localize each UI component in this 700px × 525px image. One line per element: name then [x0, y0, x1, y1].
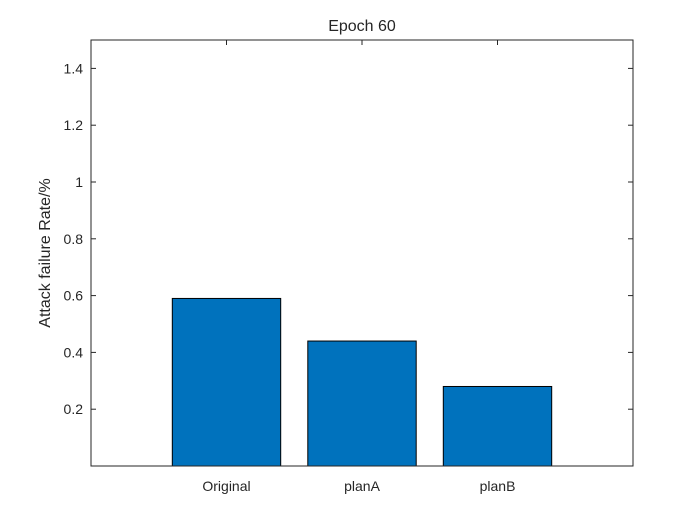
y-tick-label: 0.4 [64, 344, 84, 360]
x-tick-label: Original [202, 478, 250, 494]
bar-planb [442, 385, 553, 467]
y-tick-label: 1.2 [64, 117, 84, 133]
x-tick-label: planB [480, 478, 516, 494]
x-tick-label: planA [344, 478, 380, 494]
y-axis-label: Attack failure Rate/% [37, 178, 54, 327]
y-tick-label: 0.2 [64, 401, 84, 417]
chart-title: Epoch 60 [328, 18, 396, 35]
bar-plana [307, 340, 417, 467]
y-tick-label: 1 [75, 174, 83, 190]
y-tick-label: 0.8 [64, 231, 84, 247]
bar-original [171, 297, 282, 467]
y-tick-label: 1.4 [64, 60, 84, 76]
tick-labels: Original planA planB 0.2 0.4 0.6 0.8 1 1.2 1.4 [64, 60, 516, 494]
axes-box [90, 39, 634, 467]
bars-group [171, 297, 553, 467]
axis-ticks [91, 40, 633, 466]
y-tick-label: 0.6 [64, 288, 84, 304]
